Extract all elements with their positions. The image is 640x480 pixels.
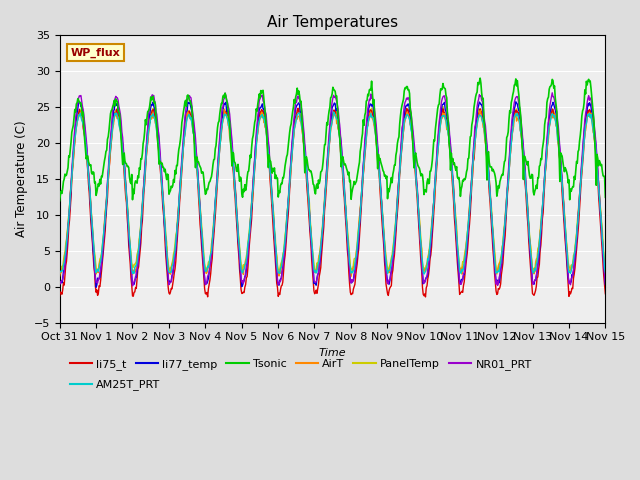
Y-axis label: Air Temperature (C): Air Temperature (C) bbox=[15, 121, 28, 238]
Title: Air Temperatures: Air Temperatures bbox=[267, 15, 398, 30]
Legend: AM25T_PRT: AM25T_PRT bbox=[65, 375, 165, 395]
X-axis label: Time: Time bbox=[319, 348, 346, 358]
Text: WP_flux: WP_flux bbox=[70, 48, 120, 58]
